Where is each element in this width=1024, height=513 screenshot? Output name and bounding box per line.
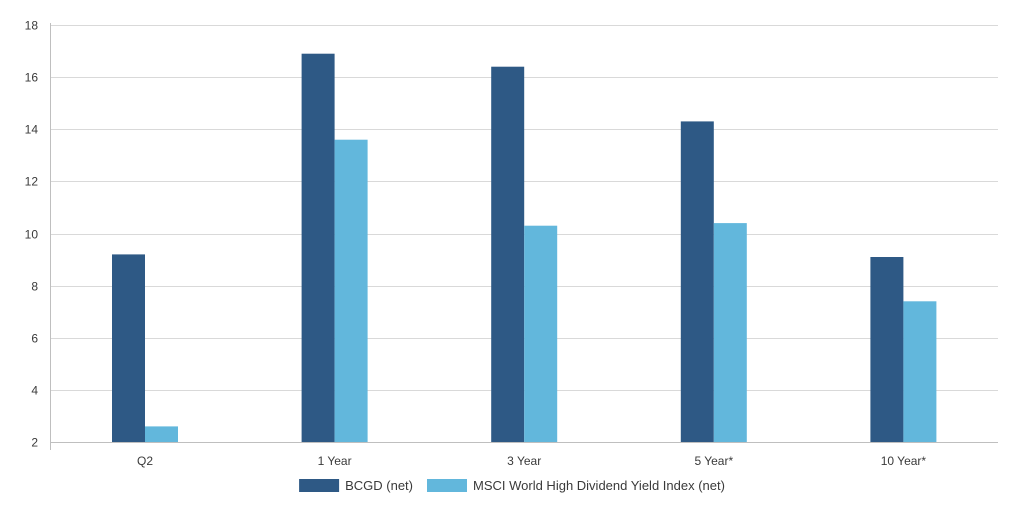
legend-swatch (299, 479, 340, 492)
y-tick-label: 2 (31, 436, 38, 450)
bar (334, 139, 368, 442)
bar (145, 426, 178, 442)
y-tick-label: 4 (31, 384, 38, 398)
x-axis-tick-labels: Q2 1 Year 3 Year 5 Year* 10 Year* (137, 454, 926, 468)
y-tick-label: 6 (31, 332, 38, 346)
axes (50, 23, 998, 450)
bar (524, 225, 558, 442)
bar (301, 53, 335, 442)
x-tick-label: 3 Year (507, 454, 541, 468)
x-tick-label: Q2 (137, 454, 153, 468)
legend-label: MSCI World High Dividend Yield Index (ne… (473, 478, 725, 493)
legend-label: BCGD (net) (345, 478, 413, 493)
bar (112, 254, 145, 442)
legend-swatch (427, 479, 467, 492)
bar (903, 301, 937, 442)
bar (713, 223, 747, 442)
bar (491, 66, 525, 442)
y-tick-label: 10 (25, 228, 39, 242)
y-tick-label: 16 (25, 71, 39, 85)
x-tick-label: 1 Year (318, 454, 352, 468)
bar (870, 257, 904, 442)
bar (680, 121, 714, 443)
bars (112, 53, 937, 443)
x-tick-label: 5 Year* (694, 454, 733, 468)
y-tick-label: 8 (31, 280, 38, 294)
y-tick-label: 18 (25, 19, 39, 33)
y-axis-tick-labels: 2 4 6 8 10 12 14 16 18 (25, 19, 39, 450)
y-tick-label: 14 (25, 123, 39, 137)
y-tick-label: 12 (25, 175, 39, 189)
legend: BCGD (net) MSCI World High Dividend Yield… (299, 478, 725, 493)
x-tick-label: 10 Year* (881, 454, 927, 468)
